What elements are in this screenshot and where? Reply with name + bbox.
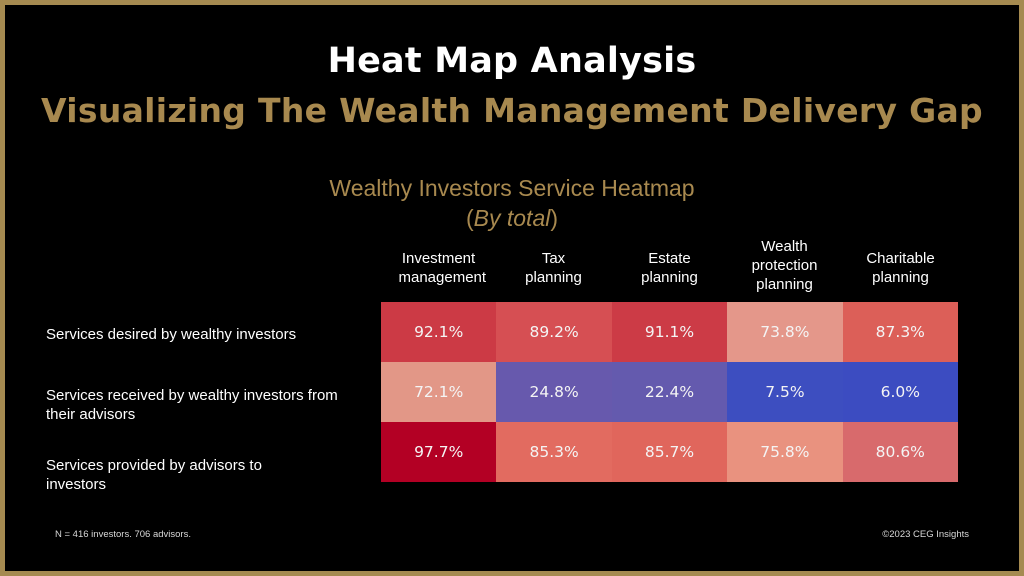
heatmap-cell: 89.2% [496, 302, 612, 362]
row-label-received: Services received by wealthy investors f… [46, 387, 338, 423]
heatmap-cell: 24.8% [496, 362, 612, 422]
heatmap-cell: 22.4% [611, 362, 728, 422]
heatmap-cell: 6.0% [842, 362, 958, 422]
heatmap-cell: 7.5% [727, 362, 843, 422]
slide-subtitle: Visualizing The Wealth Management Delive… [41, 91, 983, 130]
row-label-provided: Services provided by advisors to investo… [46, 457, 262, 493]
heatmap-cell: 85.7% [611, 422, 728, 482]
chart-subtitle: (By total) [5, 203, 1019, 233]
heatmap-cell: 85.3% [496, 422, 612, 482]
sample-size-footnote: N = 416 investors. 706 advisors. [55, 529, 191, 540]
column-header-estate-planning: Estate planning [612, 249, 727, 287]
column-header-wealth-protection-planning: Wealth protection planning [727, 237, 842, 294]
chart-title: Wealthy Investors Service Heatmap [329, 175, 695, 201]
heatmap-grid: 92.1% 89.2% 91.1% 73.8% 87.3% 72.1% 24.8… [381, 302, 958, 482]
chart-subtitle-text: By total [473, 205, 551, 231]
column-header-charitable-planning: Charitable planning [843, 249, 958, 287]
heatmap-cell: 97.7% [381, 422, 497, 482]
row-label-desired: Services desired by wealthy investors [46, 326, 297, 343]
paren-close: ) [550, 205, 559, 231]
heatmap-cell: 80.6% [842, 422, 958, 482]
column-header-label: Charitable planning [866, 250, 935, 286]
paren-open: ( [465, 205, 474, 231]
column-header-label: Tax planning [525, 250, 582, 286]
slide-title: Heat Map Analysis [327, 41, 697, 81]
chart-title-block: Wealthy Investors Service Heatmap (By to… [5, 173, 1019, 233]
heatmap-cell: 72.1% [381, 362, 497, 422]
copyright-notice: ©2023 CEG Insights [882, 529, 969, 540]
column-header-label: Investment management [398, 250, 487, 286]
heatmap-cell: 92.1% [381, 302, 497, 362]
column-header-investment-management: Investment management [381, 249, 496, 287]
column-header-tax-planning: Tax planning [496, 249, 611, 287]
heatmap-cell: 91.1% [611, 302, 728, 362]
column-header-label: Estate planning [641, 250, 698, 286]
heatmap-cell: 75.8% [727, 422, 843, 482]
heatmap-cell: 87.3% [842, 302, 958, 362]
heatmap-cell: 73.8% [727, 302, 843, 362]
column-header-label: Wealth protection planning [751, 238, 818, 293]
